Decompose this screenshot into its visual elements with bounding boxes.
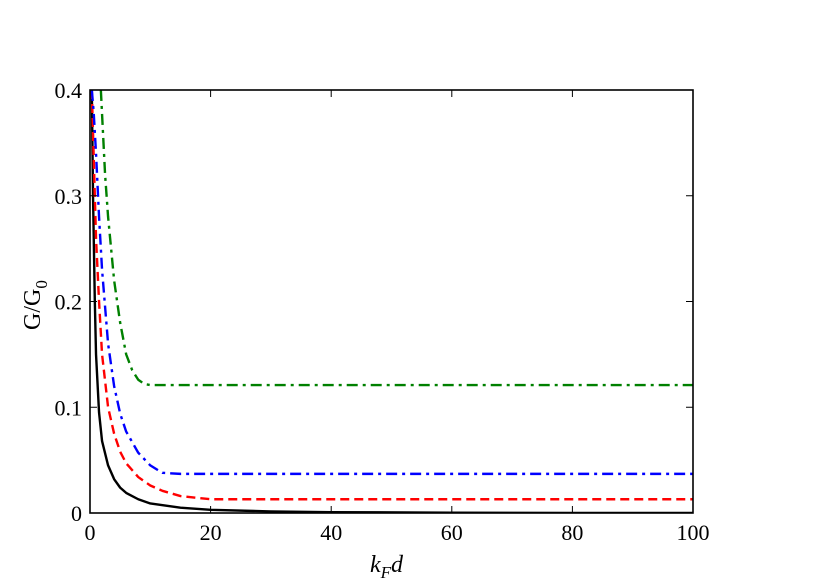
- plot-frame: [89, 89, 694, 514]
- y-tick-label: 0: [71, 501, 82, 526]
- series-line-1: [90, 90, 693, 513]
- x-axis-label: kFd: [370, 552, 404, 582]
- y-tick-label: 0.1: [55, 395, 83, 420]
- x-tick-label: 100: [677, 520, 710, 545]
- x-tick-label: 20: [200, 520, 222, 545]
- x-tick-label: 40: [320, 520, 342, 545]
- series-line-2: [90, 90, 693, 501]
- series-line-4: [99, 90, 693, 387]
- x-tick-label: 60: [441, 520, 463, 545]
- y-axis-label: G/G0: [20, 280, 51, 330]
- series-line-3: [90, 90, 693, 476]
- y-tick-label: 0.4: [55, 78, 83, 103]
- plot-area: [90, 90, 693, 513]
- y-tick-label: 0.3: [55, 184, 83, 209]
- x-tick-label: 80: [561, 520, 583, 545]
- x-tick-label: 0: [85, 520, 96, 545]
- y-tick-label: 0.2: [55, 290, 83, 315]
